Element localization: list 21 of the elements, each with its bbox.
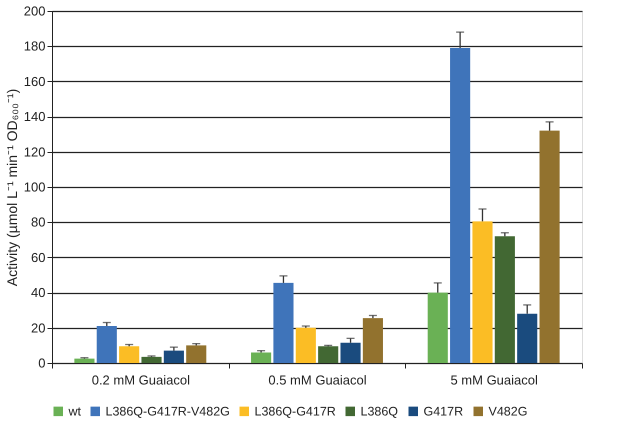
- x-tick-label: 5 mM Guaiacol: [450, 372, 538, 388]
- legend-label: L386Q-G417R-V482G: [106, 404, 230, 418]
- x-tick-label: 0.5 mM Guaiacol: [268, 372, 367, 388]
- x-tick-label: 0.2 mM Guaiacol: [92, 372, 190, 388]
- y-tick-label: 180: [24, 38, 46, 54]
- y-tick-label: 160: [24, 74, 46, 89]
- legend-label: L386Q-G417R: [254, 404, 336, 418]
- y-tick-label: 20: [31, 320, 46, 336]
- y-tick-label: 40: [31, 285, 46, 300]
- y-axis-title: Activity (µmol L⁻¹ min⁻¹ OD₆₀₀⁻¹): [4, 88, 20, 286]
- legend-label: G417R: [424, 404, 464, 418]
- y-tick-label: 140: [24, 109, 46, 124]
- y-tick-label: 200: [24, 4, 46, 18]
- y-tick-label: 60: [31, 250, 46, 265]
- legend-label: L386Q: [360, 404, 398, 418]
- legend-label: V482G: [488, 404, 528, 418]
- legend-label: wt: [68, 404, 82, 418]
- y-tick-label: 100: [24, 180, 46, 194]
- y-tick-label: 0: [38, 356, 46, 370]
- y-tick-label: 80: [31, 214, 46, 230]
- y-tick-label: 120: [24, 144, 46, 160]
